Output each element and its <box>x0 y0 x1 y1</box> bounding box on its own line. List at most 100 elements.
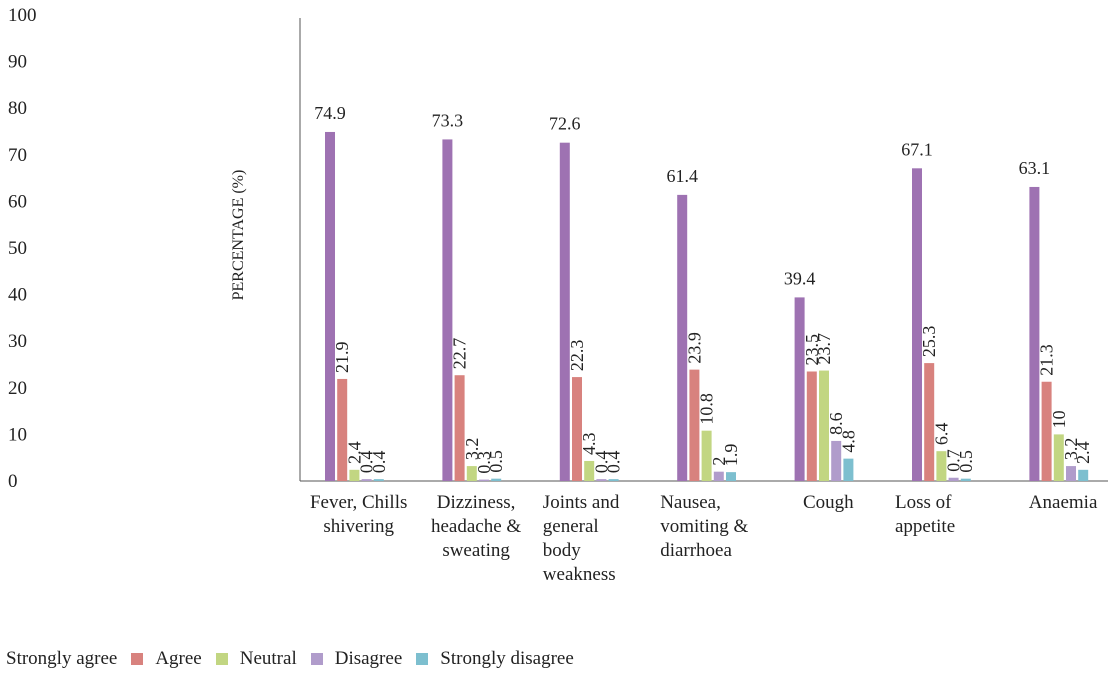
bar <box>1041 381 1052 481</box>
data-label: 2.4 <box>1073 441 1093 464</box>
data-label: 22.3 <box>567 340 587 372</box>
y-tick-label: 50 <box>8 238 27 259</box>
bar <box>337 378 348 481</box>
y-tick-label: 60 <box>8 191 27 212</box>
data-label: 61.4 <box>666 166 698 186</box>
data-label: 0.4 <box>369 451 389 474</box>
y-tick-label: 70 <box>8 145 27 166</box>
bar <box>689 369 700 481</box>
data-label: 0.5 <box>486 450 506 473</box>
bar <box>361 479 372 481</box>
data-label: 4.3 <box>579 432 599 455</box>
bar <box>843 458 854 481</box>
legend-label: Agree <box>155 648 202 669</box>
chart-area: 0 10 20 30 40 50 60 70 80 90 100 PERCENTAGE (%) 74… <box>8 5 1108 585</box>
bar <box>454 375 465 481</box>
bar <box>831 440 842 481</box>
data-label: 63.1 <box>1019 158 1051 178</box>
bar <box>442 139 453 481</box>
data-label: 10 <box>1049 410 1069 428</box>
data-label: 0.7 <box>944 449 964 472</box>
bar <box>936 451 947 481</box>
data-label: 73.3 <box>432 110 464 130</box>
bar <box>806 371 817 481</box>
legend: Strongly agree Agree Neutral Disagree Strong… <box>6 645 588 673</box>
bar <box>608 479 619 481</box>
x-tick-label: Fever, Chills shivering <box>310 492 407 537</box>
data-label: 8.6 <box>826 412 846 435</box>
bar <box>584 460 595 481</box>
y-tick-label: 30 <box>8 331 27 352</box>
y-tick-label: 10 <box>8 424 27 445</box>
bar <box>924 363 935 481</box>
data-label: 22.7 <box>450 338 470 370</box>
bar <box>479 479 489 481</box>
data-label: 3.2 <box>1061 438 1081 461</box>
legend-item: Agree <box>131 648 202 670</box>
bar <box>1053 434 1064 481</box>
legend-swatch <box>310 653 323 665</box>
bar <box>726 472 736 481</box>
y-tick-label: 20 <box>8 378 27 399</box>
bar <box>325 131 335 481</box>
data-label: 23.9 <box>684 332 704 364</box>
bars <box>325 131 1089 482</box>
bar <box>713 471 724 481</box>
data-label: 1.9 <box>721 444 741 467</box>
bar <box>948 477 959 481</box>
legend-item: Strongly agree <box>6 648 117 670</box>
y-tick-label: 40 <box>8 285 27 306</box>
y-tick-label: 80 <box>8 98 27 119</box>
data-label: 3.2 <box>462 438 482 461</box>
legend-item: Strongly disagree <box>416 648 574 670</box>
y-tick-label: 90 <box>8 52 27 73</box>
legend-label: Strongly disagree <box>440 648 574 669</box>
data-label: 72.6 <box>549 114 581 134</box>
legend-item: Neutral <box>215 648 297 670</box>
x-tick-label: Loss of appetite <box>895 492 955 537</box>
data-label: 4.8 <box>838 430 858 453</box>
bar <box>349 469 360 481</box>
legend-item: Disagree <box>310 648 403 670</box>
x-tick-label: Cough <box>803 492 854 513</box>
data-label: 10.8 <box>697 393 717 425</box>
data-label: 21.3 <box>1037 344 1057 376</box>
value-labels: 74.921.92.40.40.473.322.73.20.30.572.622… <box>314 103 1093 474</box>
data-label: 23.7 <box>814 333 834 365</box>
bar <box>912 168 922 481</box>
data-label: 21.9 <box>332 341 352 373</box>
bar <box>1066 466 1076 481</box>
data-label: 0.4 <box>591 451 611 474</box>
y-tick-label: 100 <box>8 5 37 26</box>
bar <box>960 478 971 481</box>
y-axis-ticks: 0 10 20 30 40 50 60 70 80 90 100 <box>8 5 37 492</box>
data-label: 74.9 <box>314 103 346 123</box>
y-tick-label: 0 <box>8 471 18 492</box>
x-tick-label: Anaemia <box>1029 492 1098 513</box>
bar <box>1029 186 1040 482</box>
bar <box>596 479 607 481</box>
x-axis-tick-labels: Fever, Chills shivering Dizziness, headache… <box>310 492 1098 585</box>
data-label: 0.5 <box>956 450 976 473</box>
data-label: 67.1 <box>901 139 933 159</box>
legend-label: Strongly agree <box>6 648 118 669</box>
bar <box>373 479 384 481</box>
legend-swatch <box>416 653 429 665</box>
legend-label: Neutral <box>239 648 297 669</box>
data-label: 0.4 <box>604 451 624 474</box>
data-label: 2.4 <box>344 441 364 464</box>
bar <box>559 142 570 481</box>
bar <box>677 194 688 481</box>
bar <box>701 430 712 481</box>
bar <box>466 466 477 481</box>
bar <box>572 377 582 481</box>
bar <box>794 297 805 481</box>
bar <box>491 478 502 481</box>
x-tick-label: Nausea, vomiting & diarrhoea <box>660 492 748 561</box>
data-label: 2 <box>709 457 729 466</box>
data-label: 0.3 <box>474 451 494 474</box>
legend-label: Disagree <box>334 648 403 669</box>
data-label: 6.4 <box>931 423 951 446</box>
data-label: 25.3 <box>919 326 939 358</box>
data-label: 23.5 <box>802 334 822 366</box>
